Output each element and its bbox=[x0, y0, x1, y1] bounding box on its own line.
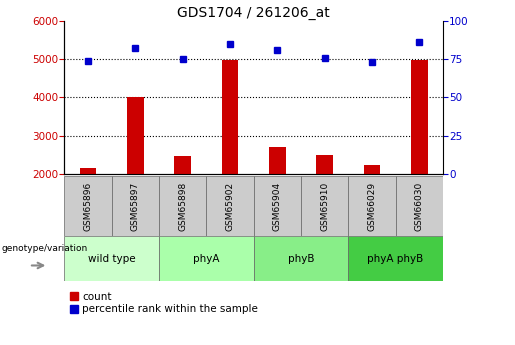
Text: GSM65910: GSM65910 bbox=[320, 181, 329, 231]
Bar bbox=[112, 176, 159, 236]
Bar bbox=[159, 176, 207, 236]
Bar bbox=[348, 176, 396, 236]
Text: phyB: phyB bbox=[288, 254, 314, 264]
Text: wild type: wild type bbox=[88, 254, 135, 264]
Text: phyA phyB: phyA phyB bbox=[368, 254, 424, 264]
Bar bbox=[316, 155, 333, 174]
Bar bbox=[301, 176, 348, 236]
Bar bbox=[411, 60, 427, 174]
Legend: count, percentile rank within the sample: count, percentile rank within the sample bbox=[70, 292, 258, 314]
Bar bbox=[175, 156, 191, 174]
Text: GSM65902: GSM65902 bbox=[226, 181, 234, 231]
Text: phyA: phyA bbox=[193, 254, 219, 264]
Bar bbox=[269, 147, 286, 174]
Bar bbox=[159, 236, 253, 281]
Bar bbox=[253, 176, 301, 236]
Bar bbox=[253, 236, 348, 281]
Text: GSM66029: GSM66029 bbox=[367, 181, 376, 231]
Title: GDS1704 / 261206_at: GDS1704 / 261206_at bbox=[177, 6, 330, 20]
Text: GSM65904: GSM65904 bbox=[273, 181, 282, 231]
Bar bbox=[396, 176, 443, 236]
Bar bbox=[127, 98, 144, 174]
Bar bbox=[364, 165, 380, 174]
Text: GSM65896: GSM65896 bbox=[83, 181, 93, 231]
Bar bbox=[221, 60, 238, 174]
Bar bbox=[348, 236, 443, 281]
Bar bbox=[64, 236, 159, 281]
Text: genotype/variation: genotype/variation bbox=[1, 244, 88, 253]
Text: GSM66030: GSM66030 bbox=[415, 181, 424, 231]
Bar bbox=[207, 176, 253, 236]
Text: GSM65898: GSM65898 bbox=[178, 181, 187, 231]
Text: GSM65897: GSM65897 bbox=[131, 181, 140, 231]
Bar bbox=[80, 168, 96, 174]
Bar bbox=[64, 176, 112, 236]
